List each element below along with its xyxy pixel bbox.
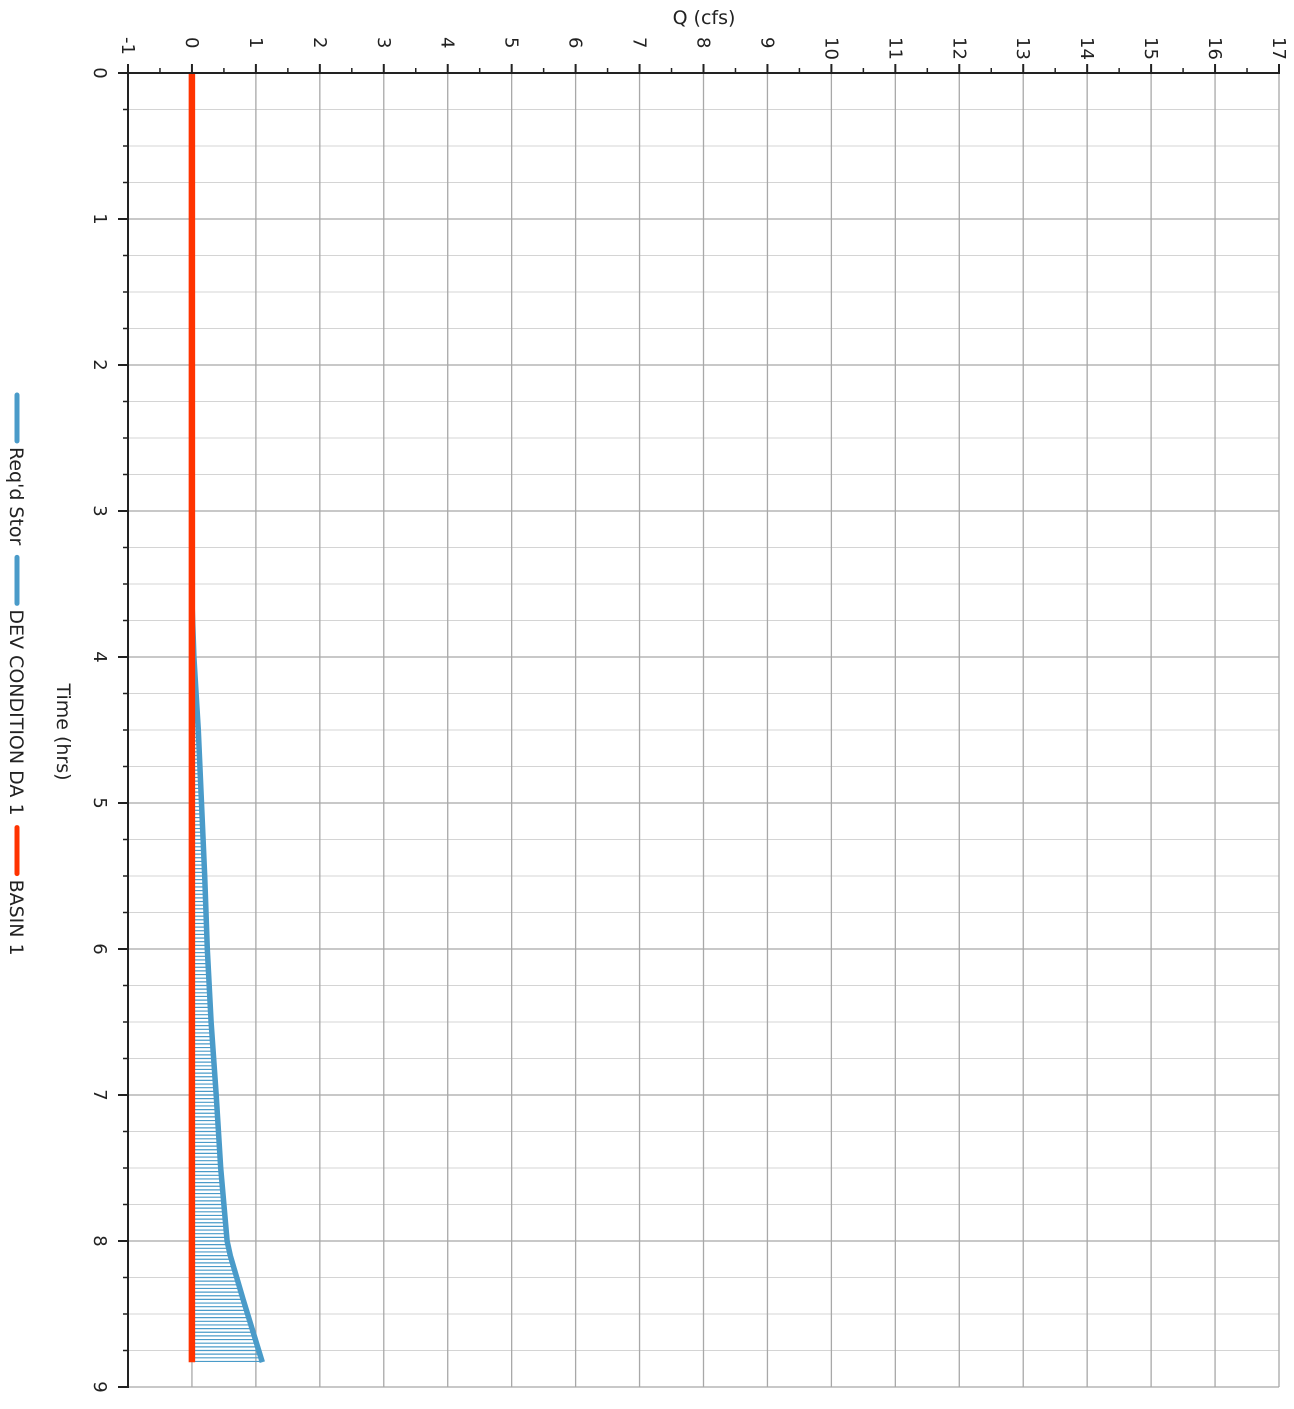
legend: Req'd Stor DEV CONDITION DA 1 BASIN 1 — [5, 392, 27, 956]
q-tick-label: 1 — [245, 37, 266, 48]
dev-condition-line — [189, 598, 265, 1364]
q-tick-label: 8 — [693, 37, 714, 48]
q-tick-label: 16 — [1204, 37, 1225, 60]
legend-entry-basin-1: BASIN 1 — [5, 880, 27, 956]
grid — [127, 72, 1280, 1388]
time-tick-label: 7 — [89, 1089, 110, 1100]
q-tick-label: 11 — [884, 37, 905, 60]
q-tick-label: 6 — [565, 37, 586, 48]
time-tick-label: 6 — [89, 943, 110, 954]
q-tick-label: 10 — [820, 37, 841, 60]
time-tick-label: 2 — [89, 359, 110, 370]
time-tick-label: 9 — [89, 1381, 110, 1392]
q-tick-label: 12 — [948, 37, 969, 60]
q-tick-label: 5 — [501, 37, 522, 48]
legend-entry-dev-condition: DEV CONDITION DA 1 — [5, 609, 27, 815]
time-tick-label: 0 — [89, 67, 110, 78]
q-tick-label: 7 — [629, 37, 650, 48]
time-axis-title: Time (hrs) — [52, 682, 74, 780]
time-tick-label: 8 — [89, 1235, 110, 1246]
q-tick-label: 2 — [309, 37, 330, 48]
series-lines — [188, 73, 265, 1364]
q-axis-title: Q (cfs) — [673, 7, 736, 29]
q-tick-label: 4 — [437, 37, 458, 48]
q-tick-label: 17 — [1268, 37, 1289, 60]
time-tick-label: 5 — [89, 797, 110, 808]
time-tick-label: 3 — [89, 505, 110, 516]
q-tick-label: 14 — [1076, 37, 1097, 60]
q-tick-label: 13 — [1012, 37, 1033, 60]
time-tick-label: 4 — [89, 651, 110, 662]
q-tick-label: -1 — [117, 37, 138, 55]
q-tick-label: 0 — [181, 37, 202, 48]
time-tick-label: 1 — [89, 213, 110, 224]
q-tick-label: 3 — [373, 37, 394, 48]
legend-entry-reqd-stor: Req'd Stor — [5, 447, 27, 546]
q-tick-label: 9 — [756, 37, 777, 48]
axes — [118, 64, 1280, 1388]
q-tick-label: 15 — [1140, 37, 1161, 60]
legend-group: Req'd Stor DEV CONDITION DA 1 BASIN 1 — [5, 392, 27, 956]
